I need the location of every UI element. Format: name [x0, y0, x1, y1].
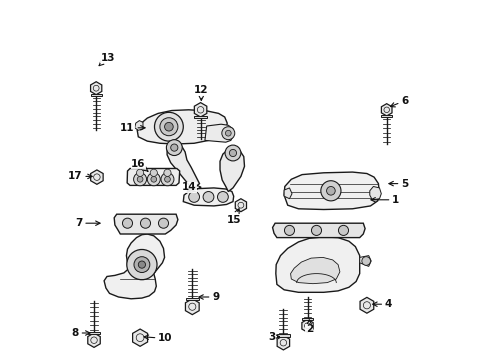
Polygon shape [137, 110, 227, 144]
Circle shape [224, 145, 241, 161]
Text: 12: 12 [194, 85, 208, 100]
Text: 16: 16 [131, 159, 148, 171]
Text: 1: 1 [370, 195, 399, 205]
Circle shape [126, 249, 157, 280]
Circle shape [164, 176, 170, 182]
Polygon shape [134, 121, 142, 130]
Polygon shape [114, 214, 178, 234]
Polygon shape [185, 299, 199, 315]
Polygon shape [88, 333, 100, 347]
Polygon shape [272, 223, 365, 238]
Polygon shape [183, 188, 233, 206]
Circle shape [147, 173, 160, 186]
Polygon shape [359, 256, 370, 266]
Polygon shape [369, 186, 381, 200]
Polygon shape [359, 297, 373, 313]
Circle shape [170, 144, 178, 151]
Circle shape [136, 169, 143, 176]
Circle shape [284, 225, 294, 235]
Polygon shape [127, 168, 179, 185]
Text: 2: 2 [305, 320, 312, 334]
Text: 10: 10 [144, 333, 172, 343]
Text: 3: 3 [267, 332, 279, 342]
Circle shape [160, 118, 178, 136]
Polygon shape [290, 257, 339, 284]
Polygon shape [132, 329, 147, 346]
Circle shape [154, 112, 183, 141]
Polygon shape [167, 143, 199, 192]
Text: 13: 13 [99, 53, 115, 66]
Polygon shape [220, 148, 244, 192]
Text: 17: 17 [68, 171, 92, 181]
Polygon shape [204, 124, 233, 142]
Circle shape [164, 122, 173, 131]
Polygon shape [90, 82, 102, 95]
Text: 11: 11 [120, 123, 145, 133]
Circle shape [229, 149, 236, 157]
Circle shape [361, 257, 370, 265]
Polygon shape [90, 170, 103, 184]
Circle shape [217, 192, 228, 202]
Polygon shape [104, 234, 164, 299]
Circle shape [150, 169, 157, 176]
Polygon shape [302, 318, 312, 320]
Polygon shape [277, 336, 289, 350]
Polygon shape [284, 188, 291, 199]
Polygon shape [381, 115, 391, 117]
Polygon shape [277, 334, 289, 337]
Polygon shape [88, 332, 100, 334]
Circle shape [140, 218, 150, 228]
Polygon shape [381, 104, 391, 116]
Polygon shape [301, 319, 312, 332]
Circle shape [158, 218, 168, 228]
Circle shape [222, 127, 234, 140]
Circle shape [122, 218, 132, 228]
Text: 7: 7 [75, 218, 100, 228]
Text: 4: 4 [372, 299, 391, 309]
Text: 8: 8 [72, 328, 90, 338]
Polygon shape [275, 237, 359, 292]
Circle shape [320, 181, 340, 201]
Polygon shape [284, 172, 379, 210]
Circle shape [161, 173, 174, 186]
Text: 15: 15 [226, 209, 241, 225]
Circle shape [203, 192, 213, 202]
Text: 9: 9 [199, 292, 219, 302]
Polygon shape [185, 298, 199, 300]
Circle shape [163, 169, 171, 176]
Circle shape [311, 225, 321, 235]
Circle shape [326, 186, 335, 195]
Polygon shape [235, 199, 246, 212]
Text: 6: 6 [389, 96, 407, 107]
Circle shape [137, 176, 142, 182]
Polygon shape [194, 103, 206, 117]
Circle shape [151, 176, 156, 182]
Polygon shape [194, 116, 206, 118]
Circle shape [134, 257, 149, 273]
Circle shape [138, 261, 145, 268]
Circle shape [338, 225, 348, 235]
Circle shape [133, 173, 146, 186]
Circle shape [225, 130, 231, 136]
Text: 5: 5 [388, 179, 407, 189]
Circle shape [188, 192, 199, 202]
Circle shape [166, 140, 182, 156]
Text: 14: 14 [181, 182, 201, 192]
Polygon shape [90, 94, 102, 96]
